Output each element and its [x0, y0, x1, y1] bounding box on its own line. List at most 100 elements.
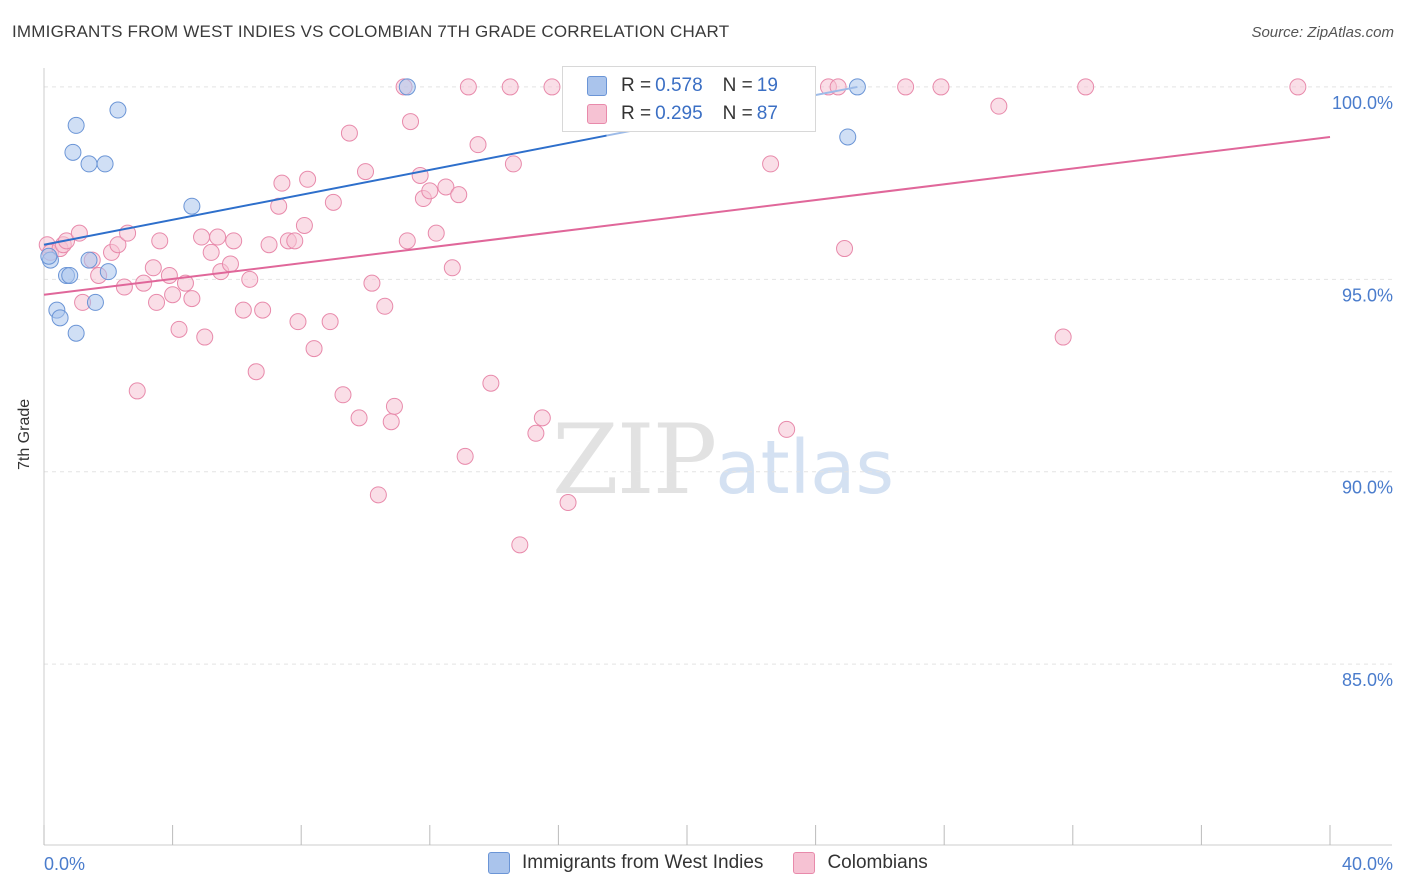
point-colombians: [369, 486, 387, 504]
point-colombians: [357, 163, 374, 181]
bottom-legend-label: Immigrants from West Indies: [522, 852, 764, 873]
bottom-legend: Immigrants from West Indies Colombians: [488, 852, 958, 874]
point-colombians: [151, 232, 169, 250]
legend-row-colombians: R = 0.295 N = 87: [587, 101, 778, 127]
point-colombians: [527, 424, 545, 442]
point-colombians: [897, 78, 915, 96]
chart-title: IMMIGRANTS FROM WEST INDIES VS COLOMBIAN…: [12, 22, 730, 41]
bottom-legend-item-west-indies: Immigrants from West Indies: [488, 852, 763, 874]
trendline-colombians: [43, 135, 1331, 296]
point-west-indies: [398, 78, 416, 96]
point-west-indies: [183, 197, 201, 215]
point-colombians: [456, 447, 474, 465]
point-west-indies: [109, 101, 127, 119]
point-colombians: [260, 236, 278, 254]
trendline-west-indies: [43, 134, 607, 246]
point-colombians: [193, 228, 211, 246]
point-colombians: [202, 243, 220, 261]
point-colombians: [176, 274, 194, 292]
point-colombians: [305, 340, 323, 358]
point-colombians: [427, 224, 445, 242]
point-colombians: [183, 290, 201, 308]
legend-n-label: N =: [722, 75, 753, 96]
point-west-indies: [67, 116, 85, 134]
legend-row-west-indies: R = 0.578 N = 19: [587, 73, 778, 99]
point-colombians: [286, 232, 304, 250]
point-colombians: [511, 536, 529, 554]
point-colombians: [324, 193, 342, 211]
y-tick-label: 100.0%: [1332, 93, 1393, 113]
point-west-indies: [86, 293, 104, 311]
point-colombians: [459, 78, 477, 96]
point-colombians: [225, 232, 243, 250]
point-west-indies: [80, 251, 98, 269]
legend-n-label: N =: [722, 103, 753, 124]
point-colombians: [321, 313, 339, 331]
point-colombians: [482, 374, 500, 392]
point-colombians: [334, 386, 352, 404]
point-colombians: [196, 328, 214, 346]
point-colombians: [221, 255, 239, 273]
point-colombians: [778, 420, 796, 438]
point-colombians: [504, 155, 522, 173]
point-west-indies: [96, 155, 114, 173]
point-colombians: [469, 136, 487, 154]
point-colombians: [299, 170, 317, 188]
point-colombians: [559, 494, 577, 512]
bottom-legend-swatch-pink: [793, 852, 816, 874]
point-colombians: [501, 78, 519, 96]
point-colombians: [289, 313, 307, 331]
point-west-indies: [80, 155, 98, 173]
point-west-indies: [64, 143, 82, 161]
x-tick-label: 40.0%: [1342, 854, 1393, 874]
point-colombians: [295, 216, 313, 234]
y-axis-label: 7th Grade: [16, 398, 33, 470]
point-colombians: [382, 413, 400, 431]
point-colombians: [209, 228, 227, 246]
point-west-indies: [839, 128, 857, 146]
y-tick-label: 95.0%: [1342, 285, 1393, 305]
watermark-zip: ZIP: [552, 404, 717, 516]
point-colombians: [234, 301, 252, 319]
point-colombians: [254, 301, 272, 319]
point-colombians: [376, 297, 394, 315]
point-colombians: [109, 236, 127, 254]
point-colombians: [421, 182, 439, 200]
point-colombians: [762, 155, 780, 173]
point-colombians: [350, 409, 368, 427]
point-colombians: [443, 259, 461, 277]
x-tick-label: 0.0%: [44, 854, 85, 874]
watermark-atlas: atlas: [715, 425, 895, 511]
bottom-legend-item-colombians: Colombians: [793, 852, 928, 874]
y-tick-label: 85.0%: [1342, 670, 1393, 690]
bottom-legend-label: Colombians: [827, 852, 928, 873]
point-colombians: [385, 397, 403, 415]
point-colombians: [932, 78, 950, 96]
point-colombians: [990, 97, 1008, 115]
point-colombians: [1054, 328, 1072, 346]
point-colombians: [836, 240, 854, 258]
point-colombians: [533, 409, 551, 427]
point-colombians: [1289, 78, 1307, 96]
point-west-indies: [51, 309, 69, 327]
source-label: Source: ZipAtlas.com: [1251, 24, 1394, 41]
point-colombians: [128, 382, 146, 400]
point-colombians: [340, 124, 358, 142]
point-colombians: [247, 363, 265, 381]
point-colombians: [241, 270, 259, 288]
legend-swatch-blue: [587, 76, 607, 96]
legend-box: R = 0.578 N = 19 R = 0.295 N = 87: [562, 66, 816, 132]
legend-r-value: 0.578: [655, 75, 703, 96]
legend-r-label: R =: [621, 103, 652, 124]
legend-r-label: R =: [621, 75, 652, 96]
point-colombians: [437, 178, 455, 196]
point-colombians: [273, 174, 291, 192]
y-tick-label: 90.0%: [1342, 478, 1393, 498]
bottom-legend-swatch-blue: [488, 852, 510, 874]
point-colombians: [450, 186, 468, 204]
point-colombians: [170, 320, 188, 338]
point-colombians: [363, 274, 381, 292]
point-colombians: [164, 286, 182, 304]
point-colombians: [148, 293, 166, 311]
